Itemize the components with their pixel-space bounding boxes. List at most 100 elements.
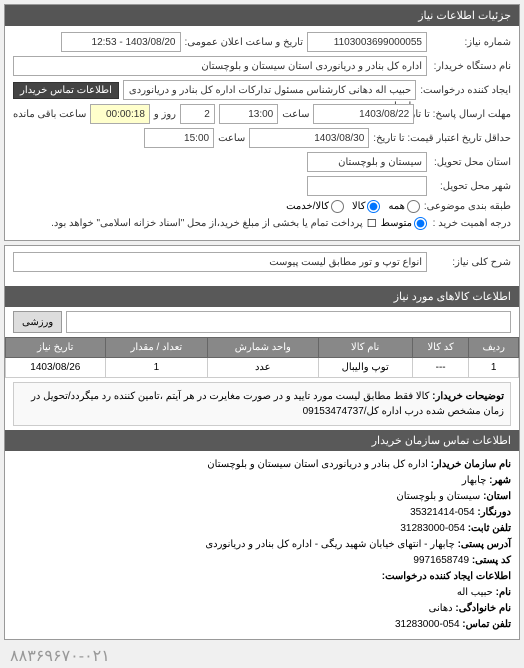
contact-name-row: نام: حبیب اله	[13, 585, 511, 601]
need-field: انواع توپ و تور مطابق لیست پیوست	[13, 252, 427, 272]
deadline-time-field: 13:00	[219, 104, 279, 124]
deadline-label: مهلت ارسال پاسخ: تا تاریخ:	[418, 109, 511, 120]
col-name: نام کالا	[318, 338, 412, 358]
validity-time-field: 15:00	[144, 128, 214, 148]
name-label: نام:	[496, 587, 511, 598]
radio-khadamat[interactable]: کالا/خدمت	[286, 200, 344, 213]
contact-fax-row: دورنگار: 054-35321414	[13, 505, 511, 521]
desc-label: توضیحات خریدار:	[432, 391, 504, 402]
footer-phone: ۸۸۳۶۹۶۷۰-۰۲۱	[0, 644, 524, 668]
req-no-field: 1103003699000055	[307, 32, 427, 52]
ccity-label: شهر:	[489, 475, 511, 486]
radio-all-label: همه	[388, 201, 404, 212]
time-label-1: ساعت	[282, 109, 309, 120]
cell-name: توپ والیبال	[318, 358, 412, 378]
remain-time-field: 00:00:18	[90, 104, 150, 124]
remain-days-label: روز و	[154, 109, 176, 120]
remain-days-field: 2	[180, 104, 215, 124]
lname-val: دهانی	[429, 603, 453, 614]
cell-code: ---	[412, 358, 469, 378]
col-date: تاریخ نیاز	[6, 338, 106, 358]
need-body: شرح کلی نیاز: انواع توپ و تور مطابق لیست…	[5, 246, 519, 282]
col-row: ردیف	[469, 338, 519, 358]
address-val: چابهار - انتهای خیابان شهید ریگی - اداره…	[205, 539, 454, 550]
row-deadline: مهلت ارسال پاسخ: تا تاریخ: 1403/08/22 سا…	[13, 104, 511, 124]
tel-label: تلفن تماس:	[462, 619, 511, 630]
radio-khadamat-input[interactable]	[331, 200, 344, 213]
search-row: ورزشی	[5, 307, 519, 337]
contact-address-row: آدرس پستی: چابهار - انتهای خیابان شهید ر…	[13, 537, 511, 553]
radio-kala[interactable]: کالا	[352, 200, 381, 213]
public-date-label: تاریخ و ساعت اعلان عمومی:	[185, 37, 304, 48]
contact-city-row: شهر: چابهار	[13, 473, 511, 489]
contact-org-row: نام سازمان خریدار: اداره کل بنادر و دریا…	[13, 457, 511, 473]
description-box: توضیحات خریدار: کالا فقط مطابق لیست مورد…	[13, 382, 511, 426]
need-label: شرح کلی نیاز:	[431, 257, 511, 268]
search-button[interactable]: ورزشی	[13, 311, 62, 333]
items-table: ردیف کد کالا نام کالا واحد شمارش تعداد /…	[5, 337, 519, 378]
contact-info-button[interactable]: اطلاعات تماس خریدار	[13, 82, 119, 99]
org-val: اداره کل بنادر و دریانوردی استان سیستان …	[207, 459, 428, 470]
form-body: شماره نیاز: 1103003699000055 تاریخ و ساع…	[5, 26, 519, 240]
row-priority: درجه اهمیت خرید : متوسط ☐ پرداخت تمام یا…	[13, 217, 511, 230]
postal-label: کد پستی:	[472, 555, 511, 566]
address-label: آدرس پستی:	[458, 539, 511, 550]
radio-all[interactable]: همه	[388, 200, 419, 213]
col-qty: تعداد / مقدار	[105, 338, 208, 358]
province-label: استان:	[483, 491, 511, 502]
row-need: شرح کلی نیاز: انواع توپ و تور مطابق لیست…	[13, 252, 511, 272]
time-label-2: ساعت	[218, 133, 245, 144]
table-header-row: ردیف کد کالا نام کالا واحد شمارش تعداد /…	[6, 338, 519, 358]
lname-label: نام خانوادگی:	[455, 603, 511, 614]
row-state: استان محل تحویل: سیستان و بلوچستان	[13, 152, 511, 172]
priority-note: پرداخت تمام یا بخشی از مبلغ خرید،از محل …	[13, 218, 363, 229]
radio-all-input[interactable]	[407, 200, 420, 213]
row-city: شهر محل تحویل:	[13, 176, 511, 196]
cell-date: 1403/08/26	[6, 358, 106, 378]
panel-title: جزئیات اطلاعات نیاز	[5, 5, 519, 26]
req-creator-header: اطلاعات ایجاد کننده درخواست:	[382, 571, 511, 582]
state-label: استان محل تحویل:	[431, 157, 511, 168]
group-label: طبقه بندی موضوعی:	[424, 201, 511, 212]
col-unit: واحد شمارش	[208, 338, 318, 358]
phone-label: تلفن ثابت:	[468, 523, 511, 534]
deadline-date-field: 1403/08/22	[313, 104, 414, 124]
priority-label: درجه اهمیت خرید :	[431, 218, 511, 229]
org-label: نام سازمان خریدار:	[431, 459, 511, 470]
ccity-val: چابهار	[462, 475, 487, 486]
row-creator: ایجاد کننده درخواست: حبیب اله دهانی کارش…	[13, 80, 511, 100]
radio-kala-input[interactable]	[367, 200, 380, 213]
radio-med-input[interactable]	[414, 217, 427, 230]
row-req-no: شماره نیاز: 1103003699000055 تاریخ و ساع…	[13, 32, 511, 52]
name-val: حبیب اله	[457, 587, 493, 598]
creator-field: حبیب اله دهانی کارشناس مسئول تدارکات ادا…	[123, 80, 416, 100]
cell-row: 1	[469, 358, 519, 378]
postal-val: 9971658749	[413, 555, 469, 566]
radio-khadamat-label: کالا/خدمت	[286, 201, 329, 212]
req-creator-header-row: اطلاعات ایجاد کننده درخواست:	[13, 569, 511, 585]
row-group: طبقه بندی موضوعی: همه کالا کالا/خدمت	[13, 200, 511, 213]
group-radios: همه کالا کالا/خدمت	[286, 200, 420, 213]
req-no-label: شماره نیاز:	[431, 37, 511, 48]
table-row[interactable]: 1 --- توپ والیبال عدد 1 1403/08/26	[6, 358, 519, 378]
cell-qty: 1	[105, 358, 208, 378]
validity-label: حداقل تاریخ اعتبار قیمت: تا تاریخ:	[373, 133, 511, 144]
province-val: سیستان و بلوچستان	[396, 491, 480, 502]
radio-kala-label: کالا	[352, 201, 366, 212]
public-date-field: 1403/08/20 - 12:53	[61, 32, 181, 52]
fax-val: 054-35321414	[410, 507, 475, 518]
contact-phone-row: تلفن ثابت: 054-31283000	[13, 521, 511, 537]
contact-tel-row: تلفن تماس: 054-31283000	[13, 617, 511, 633]
details-panel: جزئیات اطلاعات نیاز شماره نیاز: 11030036…	[4, 4, 520, 241]
contact-postal-row: کد پستی: 9971658749	[13, 553, 511, 569]
row-validity: حداقل تاریخ اعتبار قیمت: تا تاریخ: 1403/…	[13, 128, 511, 148]
contact-section: نام سازمان خریدار: اداره کل بنادر و دریا…	[5, 451, 519, 639]
contact-lname-row: نام خانوادگی: دهانی	[13, 601, 511, 617]
radio-med[interactable]: متوسط	[381, 217, 427, 230]
contact-province-row: استان: سیستان و بلوچستان	[13, 489, 511, 505]
search-input[interactable]	[66, 311, 511, 333]
contact-header: اطلاعات تماس سازمان خریدار	[5, 430, 519, 451]
items-header: اطلاعات کالاهای مورد نیاز	[5, 286, 519, 307]
fax-label: دورنگار:	[477, 507, 511, 518]
chk-icon: ☐	[367, 217, 377, 230]
